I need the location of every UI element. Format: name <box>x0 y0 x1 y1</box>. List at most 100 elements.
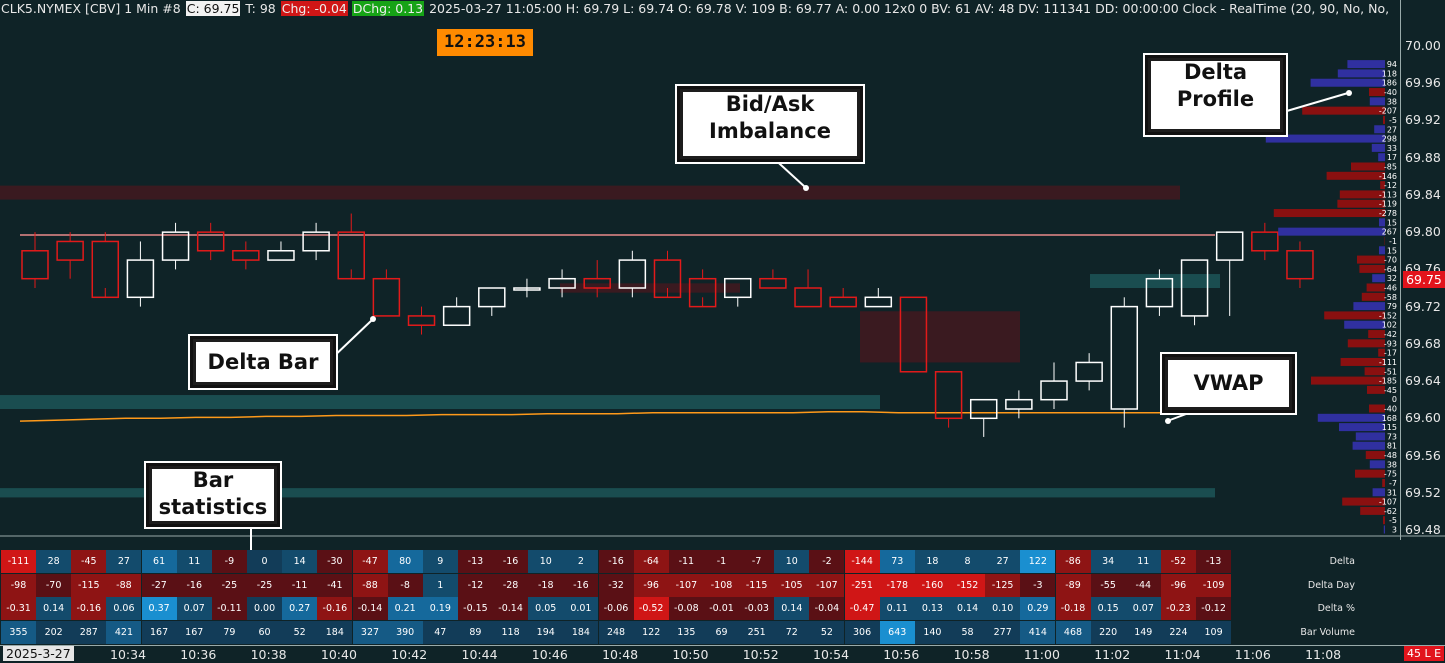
stats-cell: 80 <box>388 550 423 573</box>
time-axis-label: 10:50 <box>672 647 708 662</box>
stats-cell: -11 <box>669 550 704 573</box>
stats-cell: 0.14 <box>950 597 985 620</box>
candle-body <box>760 279 786 288</box>
delta-profile-label: 32 <box>1387 274 1397 283</box>
stats-cell: -16 <box>599 550 634 573</box>
stats-cell: -1 <box>704 550 739 573</box>
candle-body <box>1217 232 1243 260</box>
delta-profile-label: -40 <box>1384 88 1397 97</box>
stats-cell: -88 <box>353 574 388 597</box>
delta-profile-label: -70 <box>1384 256 1397 265</box>
stats-cell: -0.15 <box>458 597 493 620</box>
stats-cell: -0.18 <box>1056 597 1091 620</box>
delta-profile-bar <box>1353 302 1385 310</box>
stats-cell: 79 <box>212 621 247 644</box>
price-axis-label: 69.60 <box>1405 410 1441 425</box>
candle-body <box>22 251 48 279</box>
stats-cell: 1 <box>423 574 458 597</box>
callout-line: Profile <box>1148 86 1283 113</box>
stats-cell: -13 <box>1196 550 1231 573</box>
stats-cell: 11 <box>1126 550 1161 573</box>
stats-row-label: Delta % <box>1318 597 1355 620</box>
stats-cell: 58 <box>950 621 985 644</box>
stats-cell: -32 <box>599 574 634 597</box>
delta-profile-label: 31 <box>1387 488 1397 497</box>
support-zone <box>1090 274 1220 288</box>
stats-cell: 327 <box>353 621 388 644</box>
stats-cell: -152 <box>950 574 985 597</box>
candle-body <box>1287 251 1313 279</box>
delta-profile-bar <box>1369 88 1385 96</box>
stats-cell: 167 <box>177 621 212 644</box>
stats-cell: 202 <box>36 621 71 644</box>
stats-cell: 224 <box>1161 621 1196 644</box>
delta-profile-label: -146 <box>1379 172 1397 181</box>
delta-profile-bar <box>1344 321 1385 329</box>
tick-count: T: 98 <box>244 1 276 16</box>
time-axis-label: 10:52 <box>743 647 779 662</box>
delta-profile-bar <box>1369 405 1385 413</box>
delta-profile-label: 81 <box>1387 442 1397 451</box>
stats-cell: 27 <box>106 550 141 573</box>
stats-cell: -18 <box>528 574 563 597</box>
stats-cell: -0.14 <box>353 597 388 620</box>
stats-cell: 390 <box>388 621 423 644</box>
stats-cell: -0.03 <box>739 597 774 620</box>
stats-cell: -0.23 <box>1161 597 1196 620</box>
stats-cell: -2 <box>809 550 844 573</box>
callout-line: Bar <box>149 467 277 494</box>
delta-profile-label: -278 <box>1379 209 1397 218</box>
stats-cell: 89 <box>458 621 493 644</box>
time-axis-label: 10:34 <box>110 647 146 662</box>
stats-cell: 122 <box>634 621 669 644</box>
candle-body <box>1076 362 1102 381</box>
delta-profile-bar <box>1383 516 1385 524</box>
stats-cell: -109 <box>1196 574 1231 597</box>
stats-cell: -107 <box>669 574 704 597</box>
stats-cell: -96 <box>634 574 669 597</box>
stats-cell: 52 <box>282 621 317 644</box>
delta-profile-label: 27 <box>1387 125 1397 134</box>
stats-cell: 277 <box>985 621 1020 644</box>
time-axis-label: 10:36 <box>180 647 216 662</box>
delta-profile-label: 15 <box>1387 246 1397 255</box>
stats-cell: 306 <box>845 621 880 644</box>
delta-profile-label: -107 <box>1379 498 1397 507</box>
stats-cell: 421 <box>106 621 141 644</box>
callout-line: Delta <box>1148 59 1283 86</box>
candle-body <box>1006 400 1032 409</box>
stats-cell: 0.14 <box>36 597 71 620</box>
stats-cell: -8 <box>388 574 423 597</box>
price-axis-label: 69.48 <box>1405 522 1441 537</box>
delta-profile-label: 168 <box>1382 414 1397 423</box>
callout-pointer-dot <box>803 185 809 191</box>
last-price-tag: 69.75 <box>1403 271 1445 288</box>
delta-profile-bar <box>1373 488 1385 496</box>
delta-profile-label: -1 <box>1389 237 1397 246</box>
delta-profile-label: 267 <box>1382 228 1397 237</box>
stats-cell: 122 <box>1020 550 1055 573</box>
change-value: Chg: -0.04 <box>281 1 348 16</box>
stats-cell: 0.15 <box>1091 597 1126 620</box>
stats-cell: 0.14 <box>774 597 809 620</box>
delta-profile-label: 15 <box>1387 218 1397 227</box>
delta-profile-bar <box>1338 69 1385 77</box>
stats-row-label: Delta <box>1330 550 1355 573</box>
time-axis-label: 10:46 <box>532 647 568 662</box>
delta-profile-bar <box>1353 442 1385 450</box>
symbol-info: CLK5.NYMEX [CBV] 1 Min #8 <box>0 1 182 16</box>
support-zone <box>0 395 880 409</box>
delta-profile-label: -93 <box>1384 339 1397 348</box>
delta-profile-bar <box>1374 125 1385 133</box>
callout-pointer <box>330 320 372 360</box>
delta-profile-label: -48 <box>1384 451 1397 460</box>
stats-cell: -0.52 <box>634 597 669 620</box>
stats-cell: 27 <box>985 550 1020 573</box>
candle-body <box>971 400 997 419</box>
candle-body <box>233 251 259 260</box>
delta-profile-bar <box>1339 423 1385 431</box>
stats-cell: -30 <box>317 550 352 573</box>
